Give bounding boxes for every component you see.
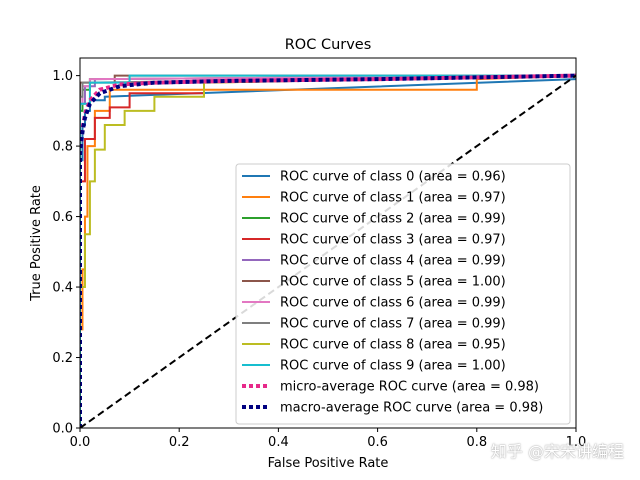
x-tick-label: 0.4 — [268, 435, 289, 450]
plot-frame — [79, 57, 577, 429]
legend-label: ROC curve of class 2 (area = 0.99) — [280, 212, 506, 227]
y-tick-label: 0.6 — [52, 210, 73, 225]
legend-label: ROC curve of class 7 (area = 0.99) — [280, 317, 506, 332]
legend-label: ROC curve of class 0 (area = 0.96) — [280, 170, 506, 185]
legend-label: ROC curve of class 5 (area = 1.00) — [280, 275, 506, 290]
x-tick-label: 0.6 — [367, 435, 388, 450]
legend-label: ROC curve of class 3 (area = 0.97) — [280, 233, 506, 248]
x-axis-label: False Positive Rate — [268, 456, 389, 471]
legend: ROC curve of class 0 (area = 0.96) ROC cu… — [235, 163, 571, 425]
series-line-11 — [80, 73, 576, 428]
legend-label: ROC curve of class 1 (area = 0.97) — [280, 191, 506, 206]
y-tick-label: 0.4 — [52, 281, 73, 296]
x-tick-label: 0.8 — [466, 435, 487, 450]
series-line-8 — [80, 74, 576, 428]
y-tick-label: 0.2 — [52, 351, 73, 366]
x-tick-label: 0.2 — [169, 435, 190, 450]
x-tick-label: 0.0 — [70, 435, 91, 450]
y-tick-label: 0.0 — [52, 422, 73, 437]
legend-label: macro-average ROC curve (area = 0.98) — [280, 401, 543, 416]
series-line-9 — [80, 74, 576, 428]
y-axis-label: True Positive Rate — [29, 185, 44, 302]
y-tick-label: 0.8 — [52, 140, 73, 155]
series-line-10 — [80, 73, 576, 428]
chart-title: ROC Curves — [285, 37, 372, 53]
y-tick-label: 1.0 — [52, 69, 73, 84]
legend-label: ROC curve of class 4 (area = 0.99) — [280, 254, 506, 269]
legend-label: micro-average ROC curve (area = 0.98) — [280, 380, 539, 395]
series-line-1 — [80, 74, 576, 428]
x-tick-label: 1.0 — [566, 435, 587, 450]
chance-diagonal-line — [80, 74, 576, 428]
watermark: 知乎 @宋宋讲编程 — [490, 442, 624, 461]
legend-label: ROC curve of class 6 (area = 0.99) — [280, 296, 506, 311]
legend-label: ROC curve of class 9 (area = 1.00) — [280, 359, 506, 374]
legend-label: ROC curve of class 8 (area = 0.95) — [280, 338, 506, 353]
legend-box — [235, 163, 571, 425]
